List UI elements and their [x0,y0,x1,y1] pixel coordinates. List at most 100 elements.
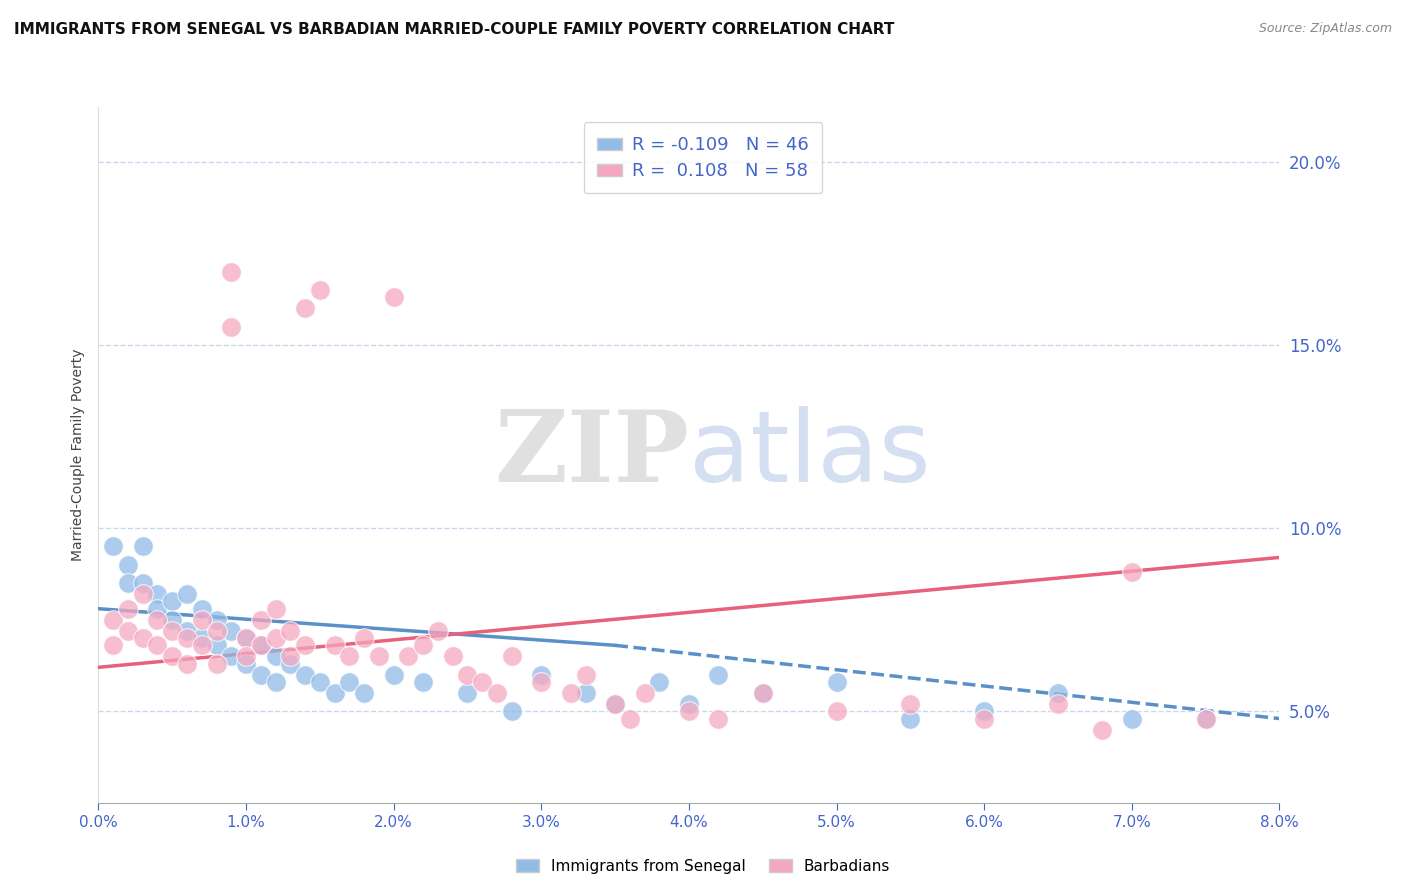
Point [973,704,995,718]
Point [250,667,273,681]
Point [337,649,360,664]
Point [751,686,773,700]
Point [162,613,183,627]
Point [132,540,155,554]
Point [278,657,302,671]
Point [191,631,214,645]
Legend: R = -0.109   N = 46, R =  0.108   N = 58: R = -0.109 N = 46, R = 0.108 N = 58 [583,122,823,194]
Point [250,638,273,652]
Point [1046,697,1069,711]
Point [176,631,198,645]
Point [530,667,553,681]
Point [900,712,922,726]
Point [353,631,375,645]
Point [219,624,242,638]
Point [367,649,389,664]
Point [707,667,730,681]
Point [471,675,494,690]
Point [191,601,214,615]
Point [117,558,139,572]
Point [103,540,125,554]
Point [1046,686,1069,700]
Y-axis label: Married-Couple Family Poverty: Married-Couple Family Poverty [70,349,84,561]
Point [219,649,242,664]
Point [205,624,228,638]
Point [146,587,169,601]
Point [132,576,155,591]
Point [382,667,405,681]
Point [605,697,627,711]
Point [678,704,700,718]
Point [605,697,627,711]
Point [412,675,434,690]
Point [1194,712,1216,726]
Point [530,675,553,690]
Point [103,638,125,652]
Point [560,686,582,700]
Point [678,697,700,711]
Point [382,290,405,304]
Point [146,638,169,652]
Point [235,631,257,645]
Text: ZIP: ZIP [494,407,689,503]
Point [176,657,198,671]
Point [205,657,228,671]
Point [308,675,332,690]
Point [219,265,242,279]
Point [264,631,287,645]
Point [294,667,316,681]
Point [323,686,346,700]
Point [441,649,464,664]
Point [146,613,169,627]
Point [176,587,198,601]
Point [294,638,316,652]
Point [264,601,287,615]
Point [162,594,183,608]
Point [146,601,169,615]
Point [205,638,228,652]
Point [219,319,242,334]
Point [501,649,523,664]
Point [1121,565,1143,579]
Point [235,649,257,664]
Point [574,686,596,700]
Point [574,667,596,681]
Point [191,613,214,627]
Point [426,624,449,638]
Point [456,667,478,681]
Point [264,649,287,664]
Point [235,631,257,645]
Point [103,613,125,627]
Point [633,686,655,700]
Point [973,712,995,726]
Point [751,686,773,700]
Point [1091,723,1114,737]
Point [648,675,671,690]
Point [396,649,419,664]
Point [132,631,155,645]
Point [501,704,523,718]
Point [456,686,478,700]
Point [1121,712,1143,726]
Point [900,697,922,711]
Point [278,649,302,664]
Point [294,301,316,316]
Point [707,712,730,726]
Point [825,704,848,718]
Point [162,624,183,638]
Point [353,686,375,700]
Point [117,624,139,638]
Text: atlas: atlas [689,407,931,503]
Point [117,576,139,591]
Point [250,638,273,652]
Point [205,613,228,627]
Point [191,638,214,652]
Point [264,675,287,690]
Point [825,675,848,690]
Point [323,638,346,652]
Point [132,587,155,601]
Point [235,657,257,671]
Point [619,712,641,726]
Point [117,601,139,615]
Point [485,686,508,700]
